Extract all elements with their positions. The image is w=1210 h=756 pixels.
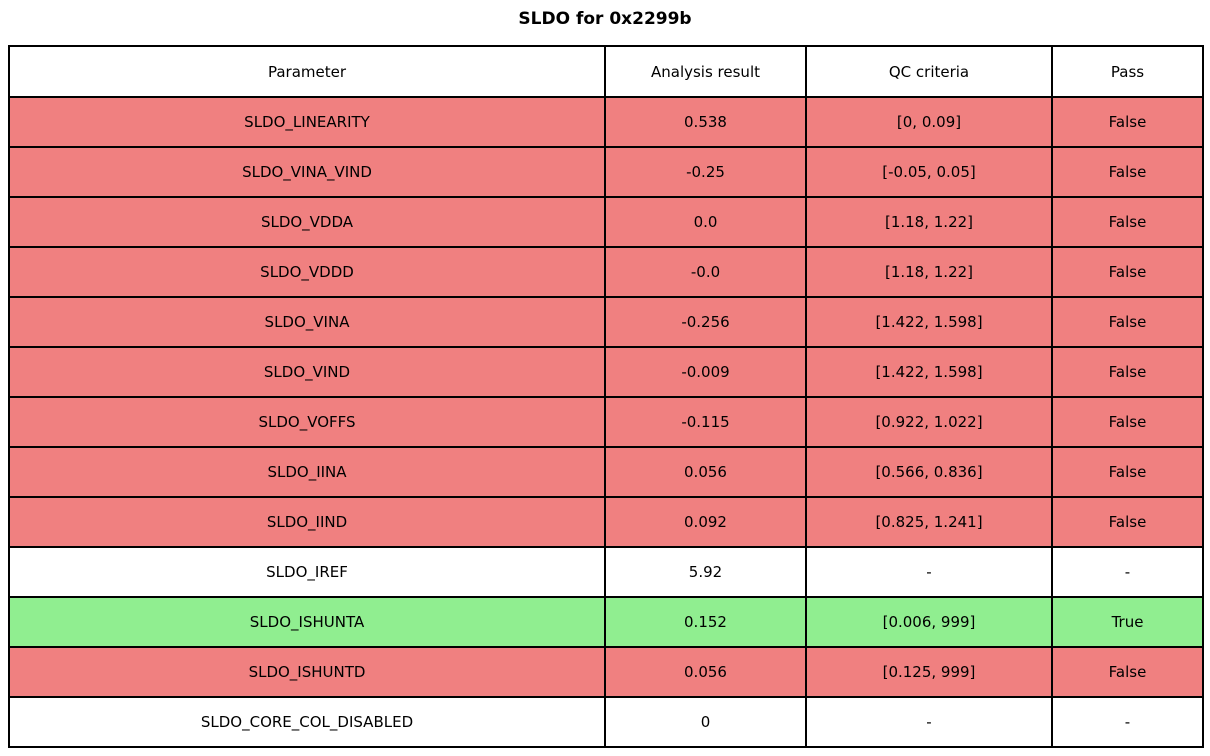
parameter-cell: SLDO_IIND <box>8 496 606 548</box>
pass-cell: - <box>1051 696 1204 748</box>
table-row: SLDO_IREF 5.92- - <box>8 546 1204 598</box>
col-header-parameter: Parameter <box>8 45 606 98</box>
analysis-result-cell: -0.115 <box>604 396 807 448</box>
analysis-result-cell: 0.152 <box>604 596 807 648</box>
analysis-result-cell: 0.0 <box>604 196 807 248</box>
qc-criteria-cell: [0.922, 1.022] <box>805 396 1053 448</box>
pass-cell: False <box>1051 446 1204 498</box>
pass-cell: False <box>1051 496 1204 548</box>
table-row: SLDO_IINA 0.056 [0.566, 0.836] False <box>8 446 1204 498</box>
parameter-cell: SLDO_VDDA <box>8 196 606 248</box>
analysis-result-cell: -0.0 <box>604 246 807 298</box>
table-row: SLDO_VINA_VIND -0.25 [-0.05, 0.05] False <box>8 146 1204 198</box>
parameter-cell: SLDO_VOFFS <box>8 396 606 448</box>
qc-criteria-cell: - <box>805 696 1053 748</box>
analysis-result-cell: 5.92 <box>604 546 807 598</box>
col-header-analysis-result: Analysis result <box>604 45 807 98</box>
table-row: SLDO_ISHUNTD 0.056 [0.125, 999] False <box>8 646 1204 698</box>
pass-cell: True <box>1051 596 1204 648</box>
qc-criteria-cell: [0.566, 0.836] <box>805 446 1053 498</box>
pass-cell: False <box>1051 346 1204 398</box>
qc-results-table: Parameter Analysis result QC criteria Pa… <box>8 45 1204 748</box>
parameter-cell: SLDO_LINEARITY <box>8 96 606 148</box>
pass-cell: False <box>1051 96 1204 148</box>
pass-cell: False <box>1051 396 1204 448</box>
figure-title: SLDO for 0x2299b <box>518 9 692 29</box>
table-row: SLDO_ISHUNTA 0.152 [0.006, 999] True <box>8 596 1204 648</box>
qc-criteria-cell: [-0.05, 0.05] <box>805 146 1053 198</box>
qc-criteria-cell: [1.422, 1.598] <box>805 296 1053 348</box>
parameter-cell: SLDO_IREF <box>8 546 606 598</box>
table-row: SLDO_VINA -0.256 [1.422, 1.598] False <box>8 296 1204 348</box>
qc-criteria-cell: [1.18, 1.22] <box>805 196 1053 248</box>
qc-criteria-cell: [1.422, 1.598] <box>805 346 1053 398</box>
table-row: SLDO_VIND -0.009 [1.422, 1.598] False <box>8 346 1204 398</box>
qc-criteria-cell: [0, 0.09] <box>805 96 1053 148</box>
header-row: Parameter Analysis result QC criteria Pa… <box>8 45 1204 98</box>
table-row: SLDO_VDDA 0.0 [1.18, 1.22] False <box>8 196 1204 248</box>
analysis-result-cell: -0.009 <box>604 346 807 398</box>
analysis-result-cell: 0.056 <box>604 646 807 698</box>
col-header-qc-criteria: QC criteria <box>805 45 1053 98</box>
qc-criteria-cell: [1.18, 1.22] <box>805 246 1053 298</box>
qc-criteria-cell: [0.825, 1.241] <box>805 496 1053 548</box>
parameter-cell: SLDO_VIND <box>8 346 606 398</box>
analysis-result-cell: 0 <box>604 696 807 748</box>
analysis-result-cell: 0.092 <box>604 496 807 548</box>
pass-cell: False <box>1051 146 1204 198</box>
qc-criteria-cell: - <box>805 546 1053 598</box>
table-row: SLDO_LINEARITY 0.538 [0, 0.09] False <box>8 96 1204 148</box>
analysis-result-cell: -0.25 <box>604 146 807 198</box>
parameter-cell: SLDO_IINA <box>8 446 606 498</box>
analysis-result-cell: -0.256 <box>604 296 807 348</box>
parameter-cell: SLDO_VDDD <box>8 246 606 298</box>
pass-cell: False <box>1051 646 1204 698</box>
pass-cell: - <box>1051 546 1204 598</box>
parameter-cell: SLDO_ISHUNTD <box>8 646 606 698</box>
pass-cell: False <box>1051 196 1204 248</box>
parameter-cell: SLDO_CORE_COL_DISABLED <box>8 696 606 748</box>
table-row: SLDO_CORE_COL_DISABLED 0- - <box>8 696 1204 748</box>
pass-cell: False <box>1051 296 1204 348</box>
parameter-cell: SLDO_VINA <box>8 296 606 348</box>
analysis-result-cell: 0.056 <box>604 446 807 498</box>
qc-criteria-cell: [0.125, 999] <box>805 646 1053 698</box>
table-row: SLDO_VDDD -0.0 [1.18, 1.22] False <box>8 246 1204 298</box>
table-body: SLDO_LINEARITY 0.538 [0, 0.09] False SLDO_VI… <box>8 96 1204 748</box>
parameter-cell: SLDO_ISHUNTA <box>8 596 606 648</box>
table-row: SLDO_IIND 0.092 [0.825, 1.241] False <box>8 496 1204 548</box>
qc-criteria-cell: [0.006, 999] <box>805 596 1053 648</box>
col-header-pass: Pass <box>1051 45 1204 98</box>
parameter-cell: SLDO_VINA_VIND <box>8 146 606 198</box>
pass-cell: False <box>1051 246 1204 298</box>
table-row: SLDO_VOFFS -0.115 [0.922, 1.022] False <box>8 396 1204 448</box>
analysis-result-cell: 0.538 <box>604 96 807 148</box>
